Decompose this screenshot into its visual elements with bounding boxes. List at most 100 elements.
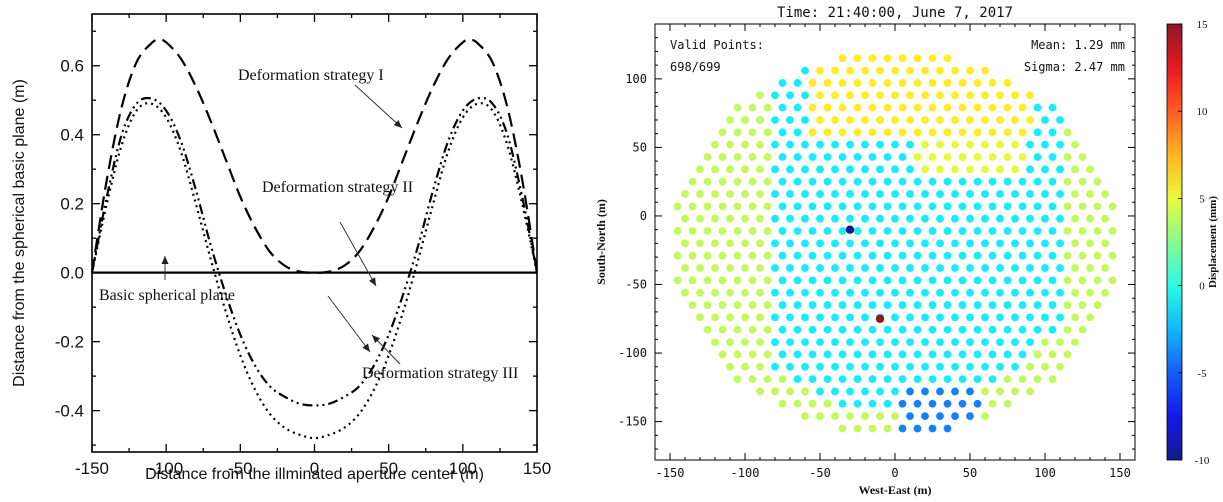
scatter-point: [936, 412, 944, 421]
scatter-point: [921, 165, 929, 174]
scatter-point: [951, 362, 959, 371]
scatter-point: [1033, 128, 1042, 137]
scatter-point: [1056, 338, 1064, 346]
scatter-point: [1063, 276, 1072, 285]
scatter-point: [883, 251, 892, 260]
scatter-point: [1063, 251, 1072, 260]
scatter-point: [1011, 190, 1019, 198]
scatter-point: [958, 177, 967, 186]
scatter-point: [793, 399, 802, 408]
scatter-point: [936, 91, 944, 100]
scatter-point: [838, 251, 847, 260]
scatter-point: [958, 301, 967, 309]
scatter-point: [861, 264, 869, 272]
scatter-point: [943, 202, 952, 211]
scatter-point: [928, 177, 937, 186]
scatter-point: [703, 202, 712, 211]
scatter-point: [921, 288, 929, 297]
x-tick-label: 150: [1109, 466, 1131, 480]
scatter-point: [898, 79, 907, 87]
scatter-point: [816, 288, 824, 297]
scatter-point: [853, 399, 862, 408]
scatter-point: [988, 399, 997, 408]
scatter-point: [951, 412, 959, 421]
scatter-point: [801, 288, 809, 297]
scatter-point: [703, 153, 712, 161]
scatter-point: [733, 103, 742, 112]
scatter-point: [883, 177, 892, 186]
scatter-point: [891, 116, 899, 124]
colorbar-tick-label: 10: [1197, 106, 1209, 118]
scatter-point: [981, 412, 989, 421]
scatter-point: [1063, 202, 1072, 211]
scatter-point: [823, 103, 832, 112]
scatter-point: [748, 325, 757, 334]
scatter-point: [846, 362, 854, 371]
scatter-point: [928, 325, 937, 334]
scatter-point: [846, 190, 854, 198]
scatter-point: [951, 338, 959, 346]
scatter-point: [996, 387, 1004, 396]
colorbar-tick-label: 5: [1199, 193, 1205, 205]
scatter-point: [1056, 140, 1064, 149]
scatter-point: [876, 116, 884, 124]
scatter-point: [718, 128, 727, 137]
scatter-point: [966, 190, 974, 198]
scatter-point: [891, 412, 899, 421]
scatter-point: [898, 251, 907, 260]
annotation-arrowhead: [362, 343, 370, 352]
scatter-point: [1063, 128, 1072, 137]
scatter-point: [951, 214, 959, 223]
scatter-point: [1078, 251, 1087, 260]
scatter-point: [778, 227, 787, 235]
scatter-point: [718, 251, 727, 260]
valid-points-value: 698/699: [670, 60, 721, 74]
scatter-point: [756, 313, 764, 322]
scatter-point: [1026, 362, 1034, 371]
y-tick-label: -150: [618, 415, 647, 429]
scatter-point: [763, 251, 772, 260]
scatter-point: [1011, 338, 1019, 346]
scatter-point: [778, 301, 787, 309]
scatter-point: [801, 313, 809, 322]
scatter-point: [1086, 264, 1094, 272]
y-tick-label: 0.0: [60, 264, 84, 283]
scatter-point: [1041, 288, 1049, 297]
scatter-point: [973, 79, 982, 87]
scatter-point: [808, 153, 817, 161]
scatter-point: [966, 239, 974, 248]
scatter-point: [861, 165, 869, 174]
scatter-point: [778, 202, 787, 211]
scatter-point: [913, 227, 922, 235]
scatter-point: [831, 190, 839, 198]
scatter-point: [718, 227, 727, 235]
scatter-point: [988, 177, 997, 186]
scatter-point: [703, 276, 712, 285]
scatter-point: [793, 301, 802, 309]
scatter-point: [891, 91, 899, 100]
scatter-point: [906, 412, 914, 421]
scatter-point: [808, 276, 817, 285]
scatter-point: [838, 227, 847, 235]
scatter-point: [951, 91, 959, 100]
scatter-point: [816, 66, 824, 75]
scatter-point: [801, 140, 809, 149]
scatter-point: [1063, 350, 1072, 359]
scatter-point: [763, 276, 772, 285]
scatter-point: [1011, 91, 1019, 100]
scatter-point: [763, 325, 772, 334]
scatter-point: [883, 276, 892, 285]
scatter-point: [973, 227, 982, 235]
scatter-point: [786, 140, 794, 149]
y-tick-label: 100: [625, 72, 647, 86]
scatter-point: [846, 313, 854, 322]
scatter-point: [891, 338, 899, 346]
scatter-point: [996, 214, 1004, 223]
scatter-point: [981, 264, 989, 272]
scatter-point: [846, 165, 854, 174]
scatter-point: [846, 140, 854, 149]
scatter-point: [928, 301, 937, 309]
scatter-point: [853, 301, 862, 309]
scatter-point: [1086, 239, 1094, 248]
scatter-point: [973, 103, 982, 112]
